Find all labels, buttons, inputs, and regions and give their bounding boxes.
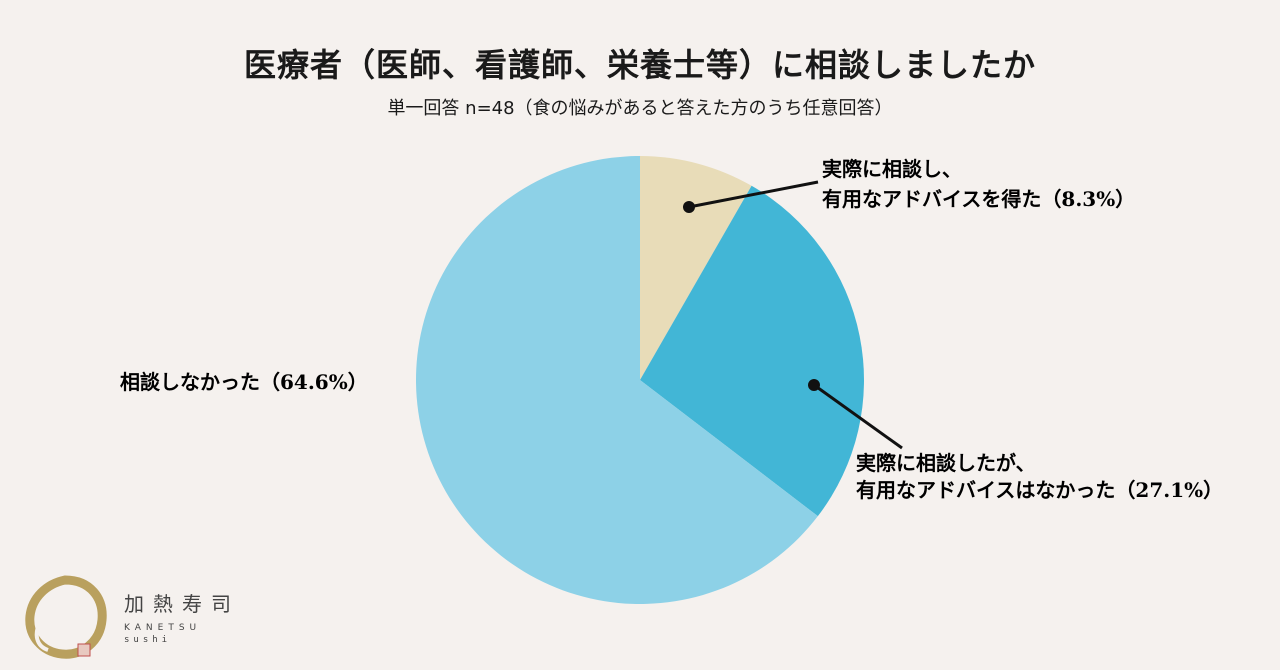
slice-label-1-line-1: 実際に相談し、 [822, 157, 962, 181]
brand-ring-icon [25, 575, 107, 659]
pie-slice-2 [640, 185, 864, 517]
pie-slice-1 [640, 156, 752, 380]
slice-label-2-line-2: 有用なアドバイスはなかった（27.1%） [856, 478, 1223, 502]
leader-dot-2 [808, 379, 820, 391]
brand-name: 加熱寿司 [124, 592, 240, 616]
chart-subtitle: 単一回答 n=48（食の悩みがあると答えた方のうち任意回答） [387, 98, 893, 119]
leader-line-1 [688, 180, 819, 209]
slice-label-1-line-2: 有用なアドバイスを得た（8.3%） [822, 187, 1135, 211]
pie-slice-3 [415, 156, 818, 604]
chart-title: 医療者（医師、看護師、栄養士等）に相談しましたか [243, 46, 1036, 84]
slice-label-3-line-1: 相談しなかった（64.6%） [120, 370, 368, 394]
brand-name-en: KANETSU [124, 623, 202, 633]
brand-name-en-sub: sushi [124, 635, 172, 645]
seal-stamp-icon [77, 643, 91, 657]
brand-logo: 加熱寿司 KANETSU sushi [20, 572, 260, 662]
slice-label-2-line-1: 実際に相談したが、 [856, 451, 1036, 475]
leader-line-2 [813, 383, 903, 450]
leader-dot-1 [683, 201, 695, 213]
